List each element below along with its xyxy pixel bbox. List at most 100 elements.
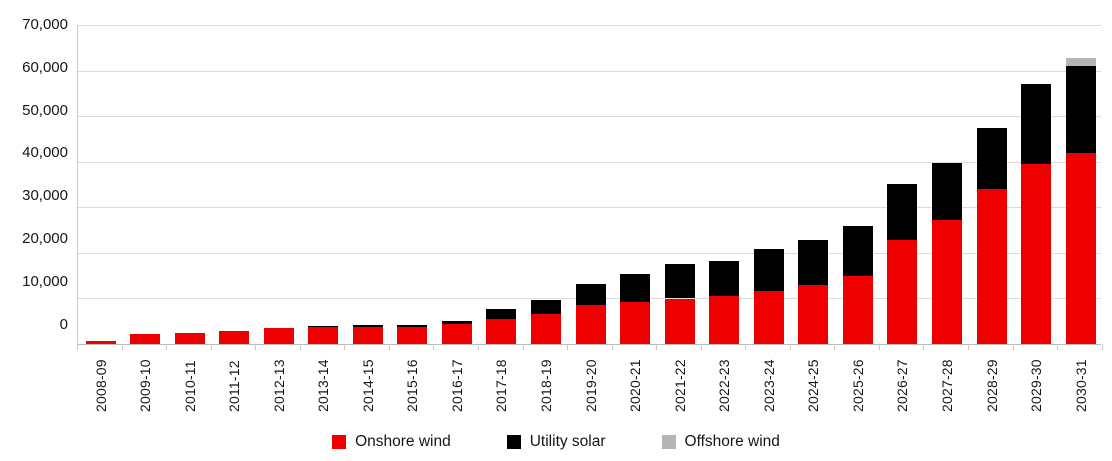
x-tick-label-2020-21: 2020-21 — [627, 359, 644, 413]
bar-2021-22-onshore-wind — [664, 298, 695, 344]
bar-2014-15-onshore-wind — [352, 326, 383, 344]
bar-2016-17-onshore-wind — [441, 323, 472, 344]
x-axis-tick — [433, 343, 435, 351]
x-axis-tick — [834, 343, 836, 351]
bar-2019-20-utility-solar — [575, 283, 606, 306]
gridline-30,000 — [77, 207, 1101, 209]
y-tick-label-30,000: 30,000 — [22, 187, 68, 205]
bar-2030-31-utility-solar — [1065, 66, 1096, 153]
bar-2018-19-onshore-wind — [531, 313, 561, 344]
gridline-40,000 — [77, 161, 1101, 163]
legend-item-offshore-wind: Offshore wind — [661, 433, 780, 451]
gridline-50,000 — [77, 116, 1101, 118]
legend: Onshore wind Utility solar Offshore wind — [0, 430, 1112, 454]
y-tick-label-70,000: 70,000 — [22, 15, 68, 33]
x-axis-tick — [522, 343, 524, 351]
x-tick-label-2015-16: 2015-16 — [404, 359, 421, 413]
x-axis-tick — [344, 343, 346, 351]
x-axis-baseline — [77, 343, 1101, 346]
x-axis-tick — [611, 343, 613, 351]
x-tick-label-2019-20: 2019-20 — [582, 359, 599, 413]
x-axis-tick — [700, 343, 702, 351]
bar-2017-18-onshore-wind — [486, 318, 517, 344]
x-tick-label-2012-13: 2012-13 — [270, 359, 287, 413]
gridline-70,000 — [77, 25, 1101, 27]
x-tick-label-2011-12: 2011-12 — [226, 360, 243, 412]
x-tick-label-2014-15: 2014-15 — [359, 359, 376, 413]
legend-item-onshore-wind: Onshore wind — [332, 433, 451, 451]
legend-label-utility-solar: Utility solar — [529, 433, 606, 450]
gridline-60,000 — [77, 70, 1101, 72]
bar-2028-29-onshore-wind — [976, 188, 1007, 344]
x-tick-label-2017-18: 2017-18 — [493, 359, 510, 413]
x-tick-label-2025-26: 2025-26 — [849, 359, 866, 413]
bar-2022-23-onshore-wind — [709, 296, 740, 344]
bar-2026-27-utility-solar — [887, 183, 918, 241]
bar-2026-27-onshore-wind — [887, 240, 918, 344]
bar-2010-11-onshore-wind — [174, 333, 205, 344]
bar-2015-16-utility-solar — [397, 324, 428, 327]
x-tick-label-2029-30: 2029-30 — [1028, 359, 1044, 413]
x-tick-label-2030-31: 2030-31 — [1072, 359, 1089, 413]
bar-2030-31-offshore-wind — [1065, 57, 1096, 67]
bar-2013-14-utility-solar — [308, 326, 339, 328]
x-axis-tick — [1057, 343, 1059, 351]
bar-2021-22-utility-solar — [664, 264, 695, 299]
x-axis-tick — [656, 343, 658, 351]
bar-2015-16-onshore-wind — [397, 326, 428, 344]
bar-2024-25-onshore-wind — [798, 285, 829, 344]
bar-2028-29-utility-solar — [976, 128, 1007, 189]
legend-swatch-utility-solar — [506, 435, 521, 449]
bar-2011-12-onshore-wind — [219, 330, 250, 344]
bar-2012-13-onshore-wind — [263, 328, 294, 344]
bar-2030-31-onshore-wind — [1065, 152, 1096, 344]
x-axis-tick — [923, 343, 925, 351]
x-axis-tick — [745, 343, 747, 351]
bar-2024-25-utility-solar — [798, 240, 829, 286]
x-axis-tick — [121, 343, 123, 351]
bar-2018-19-utility-solar — [531, 300, 561, 314]
bar-2025-26-utility-solar — [842, 226, 873, 277]
bar-2027-28-utility-solar — [931, 163, 962, 220]
legend-swatch-offshore-wind — [661, 435, 676, 449]
x-axis-tick — [1012, 343, 1014, 351]
y-tick-label-50,000: 50,000 — [22, 101, 68, 119]
x-axis-tick — [567, 343, 568, 351]
x-tick-label-2008-09: 2008-09 — [92, 359, 109, 413]
x-axis-tick — [1101, 343, 1103, 351]
x-axis-tick — [166, 343, 168, 351]
bar-2020-21-onshore-wind — [620, 302, 651, 344]
x-tick-label-2009-10: 2009-10 — [137, 359, 154, 413]
x-tick-label-2010-11: 2010-11 — [181, 360, 198, 412]
legend-item-utility-solar: Utility solar — [506, 433, 606, 451]
bar-2016-17-utility-solar — [441, 321, 472, 324]
x-tick-label-2026-27: 2026-27 — [894, 359, 911, 413]
y-tick-label-60,000: 60,000 — [22, 58, 68, 76]
bar-2020-21-utility-solar — [620, 274, 651, 303]
bar-2023-24-utility-solar — [753, 249, 784, 292]
x-axis-tick — [210, 343, 212, 351]
bar-2029-30-utility-solar — [1021, 83, 1051, 164]
bar-2008-09-onshore-wind — [85, 340, 116, 344]
bar-2019-20-onshore-wind — [575, 305, 606, 344]
legend-label-offshore-wind: Offshore wind — [684, 433, 780, 450]
x-axis-tick — [968, 343, 969, 351]
x-tick-label-2022-23: 2022-23 — [716, 359, 733, 413]
x-tick-label-2024-25: 2024-25 — [805, 359, 822, 413]
y-tick-label-20,000: 20,000 — [22, 230, 68, 248]
x-axis-tick — [477, 343, 479, 351]
x-axis-tick — [299, 343, 301, 351]
x-tick-label-2027-28: 2027-28 — [938, 359, 955, 413]
y-tick-label-0: 0 — [59, 315, 68, 333]
bar-2009-10-onshore-wind — [130, 334, 161, 344]
bar-2022-23-utility-solar — [709, 260, 740, 297]
x-tick-label-2013-14: 2013-14 — [315, 359, 332, 413]
legend-swatch-onshore-wind — [332, 435, 347, 449]
x-tick-label-2018-19: 2018-19 — [538, 359, 554, 413]
bar-2023-24-onshore-wind — [753, 291, 784, 344]
legend-label-onshore-wind: Onshore wind — [355, 433, 451, 450]
x-axis-tick — [255, 343, 257, 351]
bar-2014-15-utility-solar — [352, 324, 383, 327]
y-axis-line — [77, 25, 78, 351]
